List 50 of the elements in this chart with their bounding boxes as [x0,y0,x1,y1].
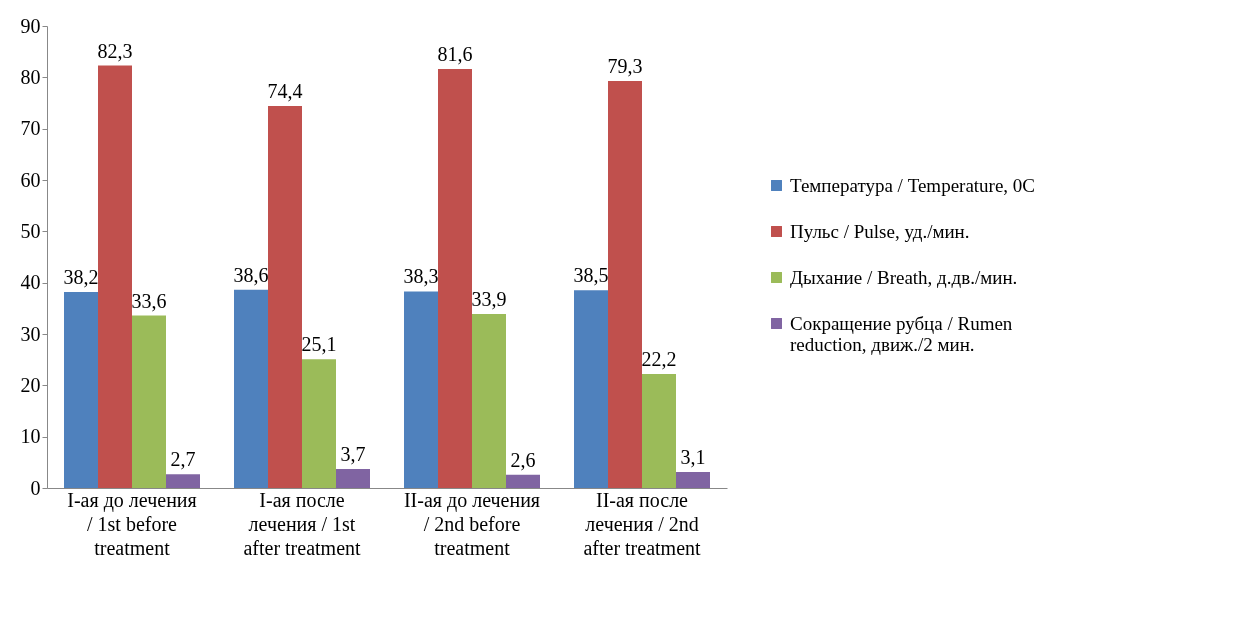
y-tick-label: 10 [20,425,41,448]
data-label: 38,3 [403,265,439,288]
y-tick-label: 50 [20,219,41,242]
bar [506,474,540,488]
legend-label: Сокращение рубца / Rumen reduction, движ./2 мин. [790,312,1013,355]
y-tick-label: 0 [30,476,41,499]
x-tick-label: II-ая после лечения / 2nd after treatment [583,488,702,559]
legend-label: Дыхание / Breath, д.дв./мин. [790,266,1018,288]
bar [98,65,132,488]
bar [676,472,710,488]
bar [64,291,98,488]
bar [438,69,472,488]
data-label: 38,2 [63,265,99,288]
y-tick-label: 30 [20,322,41,345]
data-label: 38,5 [573,264,609,287]
bar [608,80,642,488]
data-label: 22,2 [641,348,677,371]
bar [234,289,268,488]
bar [404,291,438,488]
bar [302,359,336,488]
data-label: 33,6 [131,289,167,312]
bar [472,313,506,488]
y-tick-label: 20 [20,373,41,396]
x-tick-label: I-ая после лечения / 1st after treatment [243,488,362,559]
data-label: 81,6 [437,43,473,66]
data-label: 79,3 [607,54,643,77]
bar [132,315,166,488]
data-label: 3,7 [340,443,366,466]
y-tick-label: 70 [20,117,41,140]
y-tick-label: 80 [20,65,41,88]
y-tick-label: 60 [20,168,41,191]
data-label: 74,4 [267,80,303,103]
x-tick-label: I-ая до лечения / 1st before treatment [67,488,197,559]
bar [642,374,676,488]
y-tick-label: 40 [20,271,41,294]
data-label: 3,1 [680,446,706,469]
legend-label: Температура / Temperature, 0С [790,174,1036,196]
data-label: 33,9 [471,287,507,310]
bar [336,469,370,488]
data-label: 2,7 [170,448,196,471]
data-label: 25,1 [301,333,337,356]
y-tick-label: 90 [20,14,41,37]
data-label: 38,6 [233,263,269,286]
data-label: 82,3 [97,39,133,62]
bar [166,474,200,488]
data-label: 2,6 [510,448,536,471]
x-tick-label: II-ая до лечения / 2nd before treatment [403,488,541,559]
legend-label: Пульс / Pulse, уд./мин. [790,220,970,242]
bar [268,106,302,488]
bar [574,290,608,488]
